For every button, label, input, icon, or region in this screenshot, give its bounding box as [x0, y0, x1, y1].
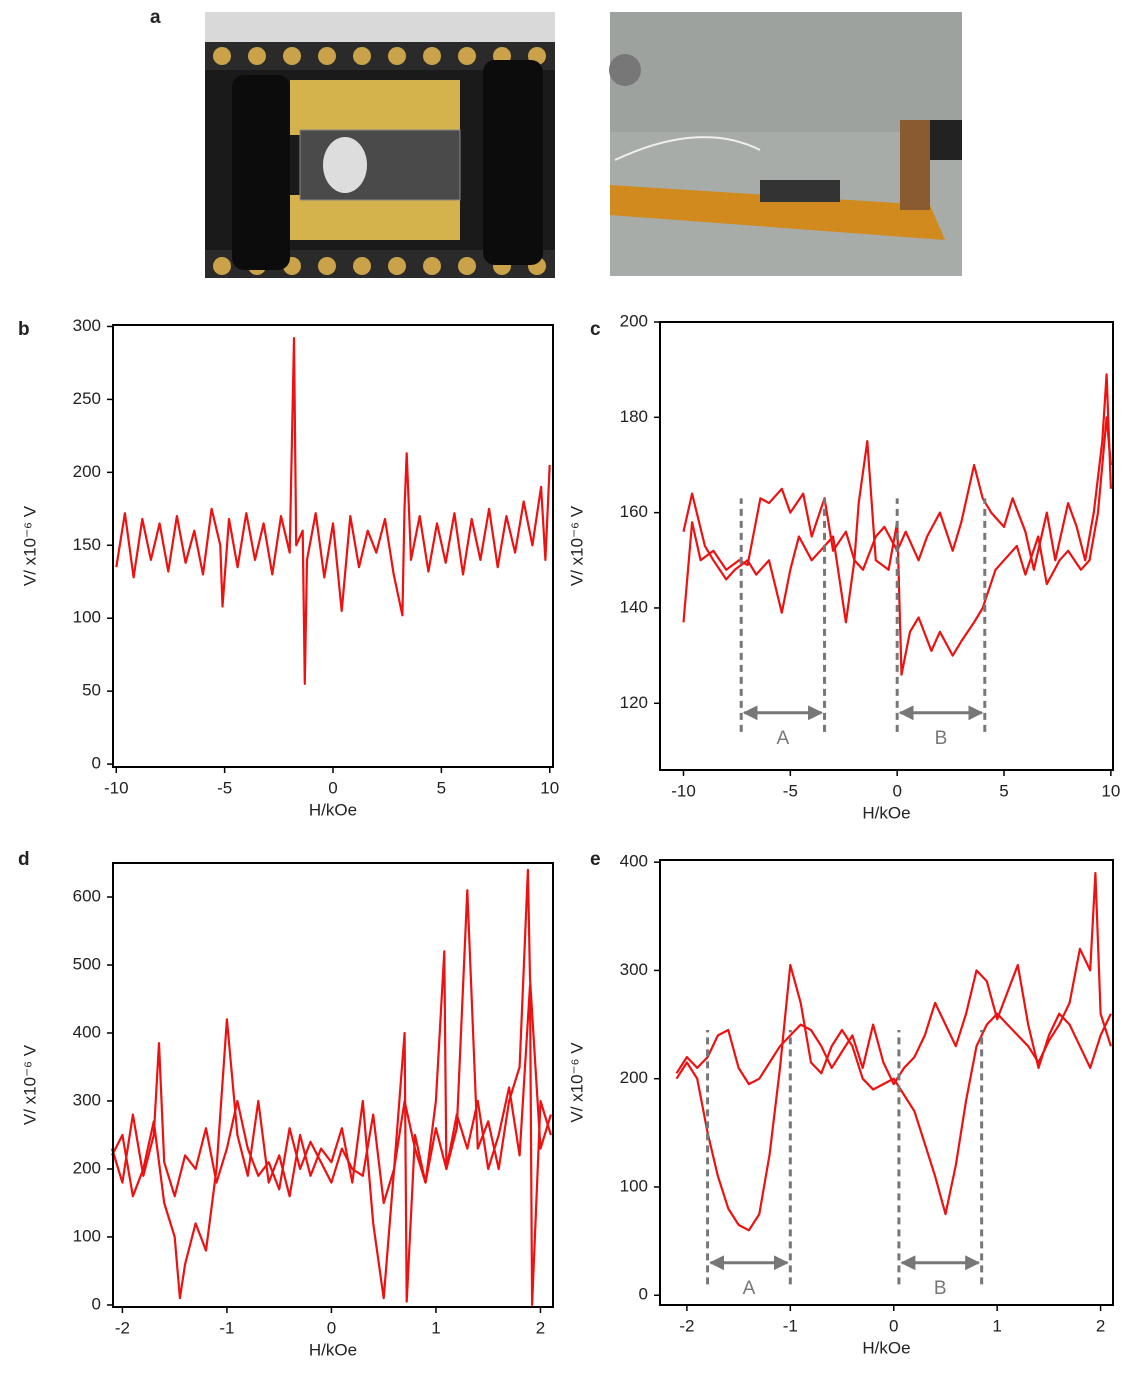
x-axis-label: H/kOe [862, 803, 910, 822]
chart: d -2 -1 0 1 2 0 100 200 300 400 500 600 H/kOe V/ x10⁻⁶… [18, 849, 554, 1359]
x-tick-label: -1 [219, 1318, 234, 1337]
x-tick-label: 2 [536, 1318, 545, 1337]
y-tick-label: 120 [620, 693, 648, 712]
y-tick-label: 200 [73, 462, 101, 481]
annotation-label: B [934, 1278, 947, 1299]
plot-frame [659, 321, 1114, 771]
x-tick-label: 2 [1096, 1316, 1105, 1335]
x-tick-label: 0 [892, 781, 901, 800]
x-tick-label: 10 [1101, 781, 1120, 800]
data-line [111, 868, 552, 1303]
x-axis-label: H/kOe [309, 1340, 357, 1359]
y-tick-label: 0 [92, 1294, 101, 1313]
y-tick-label: 50 [82, 681, 101, 700]
y-tick-label: 200 [73, 1158, 101, 1177]
x-tick-label: -2 [115, 1318, 130, 1337]
photo-probe [609, 12, 962, 276]
y-axis-label: V/ x10⁻⁶ V [20, 1044, 39, 1125]
x-tick-label: -5 [217, 778, 232, 797]
data-line [115, 337, 551, 685]
y-axis-label: V/ x10⁻⁶ V [20, 505, 39, 586]
y-tick-label: 140 [620, 597, 648, 616]
chart: e A B -2 -1 0 1 2 0 100 200 300 400 H/kOe V/ x10⁻⁶ V [567, 849, 1114, 1357]
panel-label: c [590, 319, 601, 340]
chart: c A B -10 -5 0 5 10 120 140 160 180 200 H/kOe V/ x10⁻⁶… [567, 311, 1120, 822]
y-tick-label: 100 [620, 1176, 648, 1195]
y-axis-label: V/ x10⁻⁶ V [567, 505, 586, 586]
y-tick-label: 100 [73, 1226, 101, 1245]
x-tick-label: 0 [328, 778, 337, 797]
y-tick-label: 300 [73, 316, 101, 335]
x-tick-label: -2 [679, 1316, 694, 1335]
annotation-label: A [743, 1278, 756, 1299]
y-tick-label: 400 [73, 1022, 101, 1041]
x-tick-label: -10 [104, 778, 129, 797]
data-line [110, 984, 552, 1307]
x-tick-label: -1 [783, 1316, 798, 1335]
y-tick-label: 160 [620, 502, 648, 521]
y-tick-label: 0 [639, 1285, 648, 1304]
y-tick-label: 150 [73, 535, 101, 554]
plot-frame [112, 862, 554, 1308]
y-tick-label: 0 [92, 754, 101, 773]
x-tick-label: 5 [437, 778, 446, 797]
panel-label: a [150, 7, 161, 28]
y-axis-label: V/ x10⁻⁶ V [567, 1042, 586, 1123]
data-line [682, 416, 1112, 676]
annotation-label: B [935, 728, 948, 749]
data-line [675, 963, 1112, 1086]
x-tick-label: 1 [992, 1316, 1001, 1335]
y-tick-label: 300 [620, 960, 648, 979]
x-tick-label: -10 [671, 781, 696, 800]
panel-label: e [590, 849, 601, 870]
x-tick-label: 0 [327, 1318, 336, 1337]
y-tick-label: 600 [73, 886, 101, 905]
x-axis-label: H/kOe [309, 800, 357, 819]
annotation-label: A [777, 728, 790, 749]
y-tick-label: 300 [73, 1090, 101, 1109]
x-tick-label: 1 [431, 1318, 440, 1337]
panel-label: b [18, 319, 30, 340]
data-line [675, 871, 1112, 1232]
plot-frame [112, 324, 554, 768]
plot-frame [659, 859, 1114, 1306]
x-tick-label: 10 [540, 778, 559, 797]
y-tick-label: 100 [73, 608, 101, 627]
y-tick-label: 250 [73, 389, 101, 408]
x-tick-label: 0 [889, 1316, 898, 1335]
y-tick-label: 200 [620, 1068, 648, 1087]
x-tick-label: 5 [999, 781, 1008, 800]
x-axis-label: H/kOe [862, 1338, 910, 1357]
y-tick-label: 200 [620, 311, 648, 330]
x-tick-label: -5 [783, 781, 798, 800]
y-tick-label: 500 [73, 954, 101, 973]
y-tick-label: 180 [620, 407, 648, 426]
data-line [682, 373, 1112, 624]
photo-board [205, 12, 555, 278]
panel-label: d [18, 849, 30, 870]
y-tick-label: 400 [620, 852, 648, 871]
